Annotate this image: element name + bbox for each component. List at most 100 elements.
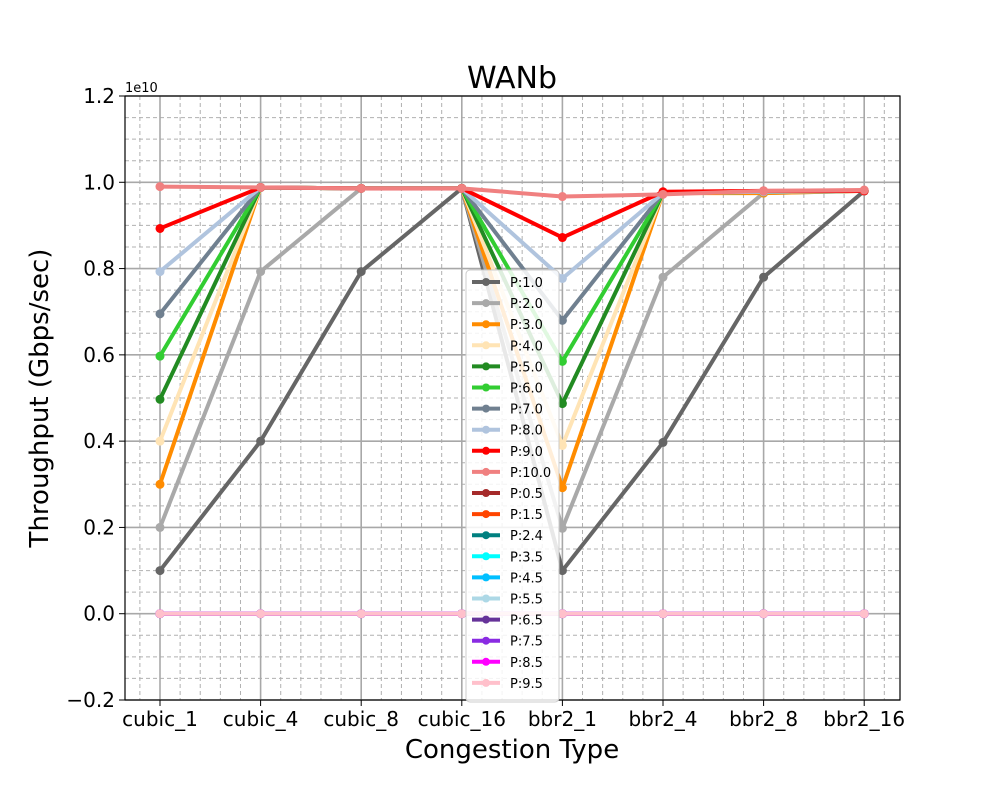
- data-point: [557, 273, 567, 283]
- legend-item: P:3.5: [472, 550, 543, 565]
- legend-label: P:5.0: [510, 360, 543, 375]
- legend-label: P:2.0: [510, 297, 543, 312]
- data-point: [155, 609, 165, 619]
- y-axis-offset-label: 1e10: [125, 81, 158, 96]
- x-tick-label: cubic_16: [418, 707, 506, 731]
- legend-item: P:2.4: [472, 529, 543, 544]
- chart-title: WANb: [467, 61, 557, 96]
- y-tick-label: 0.8: [83, 257, 115, 281]
- data-point: [557, 399, 567, 409]
- x-tick-label: bbr2_16: [823, 707, 905, 731]
- x-tick-label: cubic_8: [323, 707, 399, 731]
- legend-swatch-marker: [482, 573, 490, 582]
- legend-swatch-marker: [482, 341, 490, 350]
- x-tick-label: bbr2_1: [528, 707, 597, 731]
- data-point: [256, 609, 266, 619]
- data-point: [759, 609, 769, 619]
- data-point: [658, 189, 668, 199]
- legend-label: P:1.0: [510, 276, 543, 291]
- legend-item: P:5.5: [472, 593, 543, 608]
- data-point: [557, 233, 567, 243]
- data-point: [859, 185, 869, 195]
- legend-label: P:7.5: [510, 635, 543, 650]
- legend-item: P:7.5: [472, 635, 543, 650]
- legend-label: P:6.5: [510, 614, 543, 629]
- legend-swatch-marker: [482, 362, 490, 371]
- legend-label: P:2.4: [510, 529, 543, 544]
- legend-label: P:9.5: [510, 677, 543, 692]
- legend-item: P:3.0: [472, 318, 543, 333]
- legend-swatch-marker: [482, 636, 490, 645]
- legend-item: P:2.0: [472, 297, 543, 312]
- data-point: [859, 609, 869, 619]
- legend-item: P:1.5: [472, 508, 543, 523]
- y-tick-label: 0.2: [83, 515, 115, 539]
- data-point: [759, 272, 769, 282]
- legend-swatch-marker: [482, 531, 490, 540]
- data-point: [457, 183, 467, 193]
- data-point: [557, 566, 567, 576]
- legend-swatch-marker: [482, 489, 490, 497]
- legend-swatch-marker: [482, 404, 490, 413]
- data-point: [155, 182, 165, 192]
- legend-label: P:4.5: [510, 571, 543, 586]
- legend-label: P:3.5: [510, 550, 543, 565]
- legend-label: P:4.0: [510, 339, 543, 354]
- legend-swatch-marker: [482, 467, 490, 476]
- y-tick-label: 0.0: [83, 602, 115, 626]
- legend-item: P:4.5: [472, 571, 543, 586]
- legend-swatch-marker: [482, 299, 490, 308]
- x-tick-label: cubic_4: [223, 707, 299, 731]
- data-point: [155, 309, 165, 319]
- legend-item: P:5.0: [472, 360, 543, 375]
- legend-swatch-marker: [482, 383, 490, 392]
- legend-label: P:5.5: [510, 593, 543, 608]
- data-point: [557, 483, 567, 493]
- data-point: [155, 351, 165, 361]
- legend-label: P:7.0: [510, 403, 543, 418]
- x-axis-label: Congestion Type: [405, 735, 619, 765]
- legend-item: P:6.0: [472, 382, 543, 397]
- legend-box: [465, 269, 560, 703]
- legend-item: P:10.0: [472, 466, 551, 481]
- legend-item: P:4.0: [472, 339, 543, 354]
- legend-label: P:6.0: [510, 382, 543, 397]
- data-point: [155, 522, 165, 532]
- data-point: [356, 183, 366, 193]
- data-point: [557, 523, 567, 533]
- data-point: [256, 436, 266, 446]
- legend-swatch-marker: [482, 552, 490, 561]
- series-P:10.0: [155, 182, 869, 202]
- axes: −0.2 0.0 0.2 0.4 0.6 0.8 1.0 1.2 cubic_1 cubic_4 c…: [66, 84, 905, 731]
- data-point: [759, 186, 769, 196]
- data-point: [557, 192, 567, 202]
- y-tick-label: 1.2: [83, 84, 115, 108]
- data-point: [155, 223, 165, 233]
- data-point: [557, 609, 567, 619]
- data-point: [356, 609, 366, 619]
- data-point: [155, 566, 165, 576]
- y-tick-label: 0.6: [83, 343, 115, 367]
- legend-swatch-marker: [482, 657, 490, 666]
- x-tick-label: cubic_1: [122, 707, 198, 731]
- data-point: [155, 479, 165, 489]
- legend-swatch-marker: [482, 678, 490, 687]
- legend-item: P:6.5: [472, 614, 543, 629]
- legend-item: P:9.0: [472, 445, 543, 460]
- legend-swatch-marker: [482, 510, 490, 519]
- legend-item: P:8.0: [472, 424, 543, 439]
- x-tick-label: bbr2_8: [729, 707, 798, 731]
- legend-label: P:8.5: [510, 656, 543, 671]
- data-point: [155, 436, 165, 446]
- legend-swatch-marker: [482, 594, 490, 603]
- y-tick-label: 0.4: [83, 429, 115, 453]
- legend-label: P:1.5: [510, 508, 543, 523]
- data-point: [557, 315, 567, 325]
- data-point: [557, 440, 567, 450]
- data-point: [356, 267, 366, 277]
- legend-swatch-marker: [482, 446, 490, 455]
- legend-item: P:9.5: [472, 677, 543, 692]
- legend-swatch-marker: [482, 615, 490, 624]
- data-point: [658, 272, 668, 282]
